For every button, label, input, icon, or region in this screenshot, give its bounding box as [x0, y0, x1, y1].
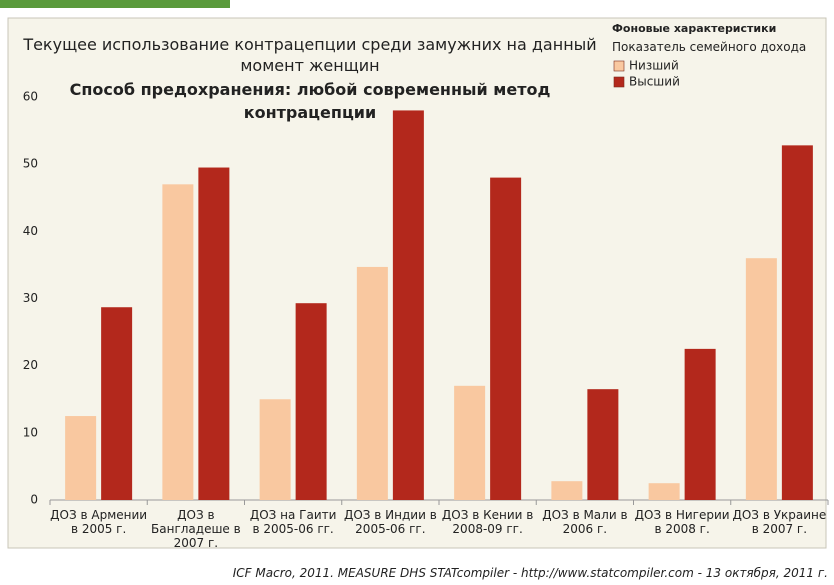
x-tick-label: ДОЗ в Бангладеше в 2007 г.: [151, 508, 241, 550]
y-tick-label: 0: [30, 493, 38, 507]
chart-title: Текущее использование контрацепции среди…: [23, 35, 597, 75]
x-tick-label: ДОЗ на Гаити в 2005-06 гг.: [249, 508, 337, 536]
legend-swatch: [613, 60, 625, 72]
bar: [684, 348, 716, 500]
bar: [259, 399, 291, 500]
bar: [745, 258, 777, 500]
bar: [162, 184, 194, 501]
bar: [587, 389, 619, 500]
legend-subtitle: Показатель семейного дохода: [612, 40, 807, 54]
bar: [295, 303, 327, 500]
legend-label: Низший: [629, 59, 679, 73]
y-tick-label: 50: [23, 157, 38, 171]
y-tick-label: 60: [23, 90, 38, 104]
legend-swatch: [613, 76, 625, 88]
x-tick-label: ДОЗ в Украине в 2007 г.: [732, 508, 827, 536]
header-strip: [0, 0, 230, 8]
y-tick-label: 10: [23, 425, 38, 439]
bar: [781, 145, 813, 501]
bar: [648, 483, 680, 500]
y-tick-label: 30: [23, 291, 38, 305]
bar: [356, 266, 388, 500]
bar: [392, 110, 424, 500]
x-tick-label: ДОЗ в Кении в 2008-09 гг.: [441, 508, 534, 536]
legend-label: Высший: [629, 75, 680, 89]
x-tick-label: ДОЗ в Армении в 2005 г.: [50, 508, 148, 536]
source-note: ICF Macro, 2011. MEASURE DHS STATcompile…: [232, 566, 828, 580]
x-tick-label: ДОЗ в Нигерии в 2008 г.: [634, 508, 730, 536]
y-tick-label: 40: [23, 224, 38, 238]
bar: [65, 416, 97, 500]
bar: [490, 177, 522, 500]
bar: [551, 481, 583, 500]
y-tick-label: 20: [23, 358, 38, 372]
x-tick-label: ДОЗ в Индии в 2005-06 гг.: [343, 508, 437, 536]
bar: [454, 385, 486, 500]
chart-subtitle: Способ предохранения: любой современный …: [69, 80, 551, 122]
bar: [101, 307, 133, 500]
bar: [198, 167, 230, 500]
x-tick-label: ДОЗ в Мали в 2006 г.: [542, 508, 628, 536]
legend-title: Фоновые характеристики: [612, 22, 777, 35]
